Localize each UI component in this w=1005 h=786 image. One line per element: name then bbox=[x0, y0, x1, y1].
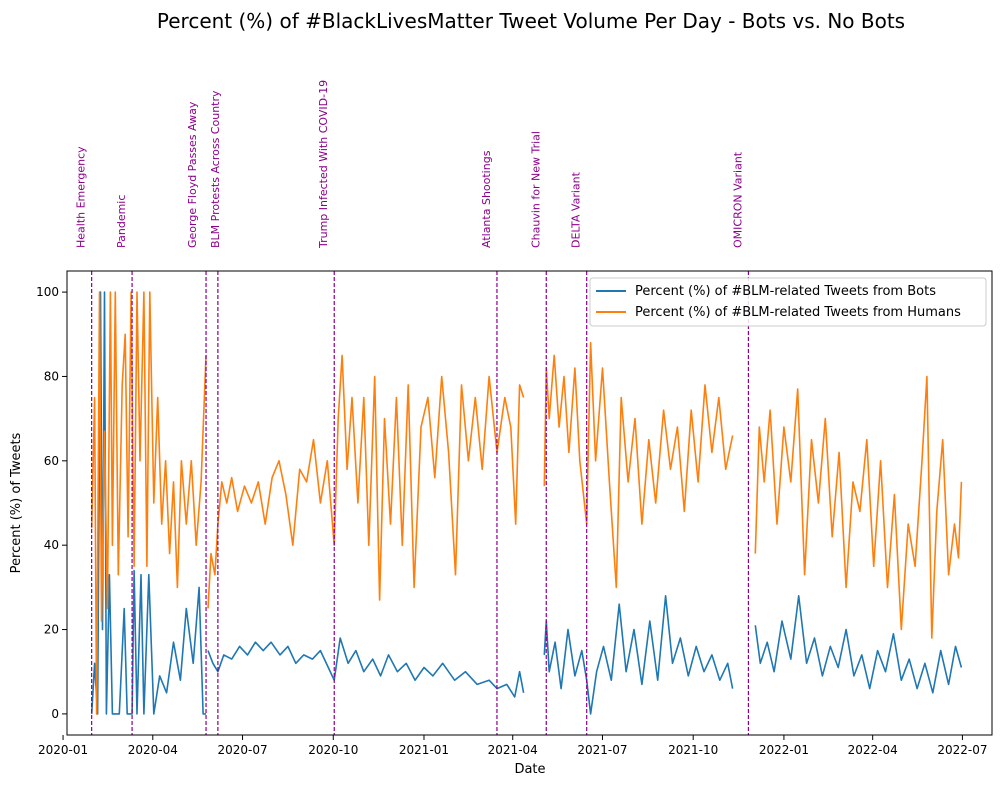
series-2-line-segment-1 bbox=[90, 291, 207, 715]
y-axis-label: Percent (%) of Tweets bbox=[9, 432, 24, 573]
y-tick-label-3: 40 bbox=[44, 538, 59, 552]
y-axis: 0 20 40 60 80 100 bbox=[36, 285, 67, 721]
x-tick-label-1: 2020-01 bbox=[38, 743, 88, 757]
event-label-9: OMICRON Variant bbox=[731, 151, 744, 248]
x-tick-label-8: 2021-10 bbox=[668, 743, 718, 757]
y-tick-label-5: 80 bbox=[44, 369, 59, 383]
x-tick-label-11: 2022-07 bbox=[937, 743, 987, 757]
event-label-5: Trump Infected With COVID-19 bbox=[317, 80, 330, 249]
legend: Percent (%) of #BLM-related Tweets from … bbox=[589, 277, 987, 327]
x-tick-label-10: 2022-04 bbox=[848, 743, 898, 757]
y-tick-label-4: 60 bbox=[44, 454, 59, 468]
x-tick-label-4: 2020-10 bbox=[308, 743, 358, 757]
event-label-3: George Floyd Passes Away bbox=[186, 101, 199, 248]
event-label-7: Chauvin for New Trial bbox=[529, 131, 542, 248]
event-lines bbox=[91, 271, 750, 735]
series-1-line-segment-2 bbox=[207, 637, 525, 698]
x-tick-label-9: 2022-01 bbox=[759, 743, 809, 757]
x-tick-label-6: 2021-04 bbox=[488, 743, 538, 757]
x-tick-label-5: 2021-01 bbox=[399, 743, 449, 757]
event-label-8: DELTA Variant bbox=[570, 171, 583, 248]
chart-title: Percent (%) of #BlackLivesMatter Tweet V… bbox=[157, 9, 905, 33]
series-1-line-segment-3 bbox=[543, 595, 734, 715]
series-2-line-segment-4 bbox=[754, 375, 963, 639]
plot-lines bbox=[90, 291, 963, 715]
legend-box bbox=[589, 277, 987, 327]
legend-label-1: Percent (%) of #BLM-related Tweets from … bbox=[635, 284, 936, 299]
legend-label-2: Percent (%) of #BLM-related Tweets from … bbox=[635, 305, 961, 320]
x-axis-label: Date bbox=[514, 762, 545, 777]
event-label-2: Pandemic bbox=[115, 195, 128, 248]
event-label-1: Health Emergency bbox=[75, 146, 88, 248]
event-label-6: Atlanta Shootings bbox=[480, 150, 493, 248]
y-tick-label-6: 100 bbox=[36, 285, 59, 299]
event-label-4: BLM Protests Across Country bbox=[209, 90, 222, 248]
series-2-line-segment-3 bbox=[543, 341, 734, 589]
x-tick-label-3: 2020-07 bbox=[217, 743, 267, 757]
plot-frame bbox=[66, 270, 993, 736]
y-tick-label-2: 20 bbox=[44, 623, 59, 637]
event-annotations: Health Emergency Pandemic George Floyd Pas… bbox=[75, 80, 745, 249]
series-2-line-segment-2 bbox=[207, 354, 525, 609]
x-axis: 2020-01 2020-04 2020-07 2020-10 2021-01 2021-… bbox=[38, 735, 987, 757]
x-tick-label-7: 2021-07 bbox=[577, 743, 627, 757]
x-tick-label-2: 2020-04 bbox=[128, 743, 178, 757]
series-1-line-segment-4 bbox=[754, 595, 963, 694]
y-tick-label-1: 0 bbox=[51, 707, 59, 721]
